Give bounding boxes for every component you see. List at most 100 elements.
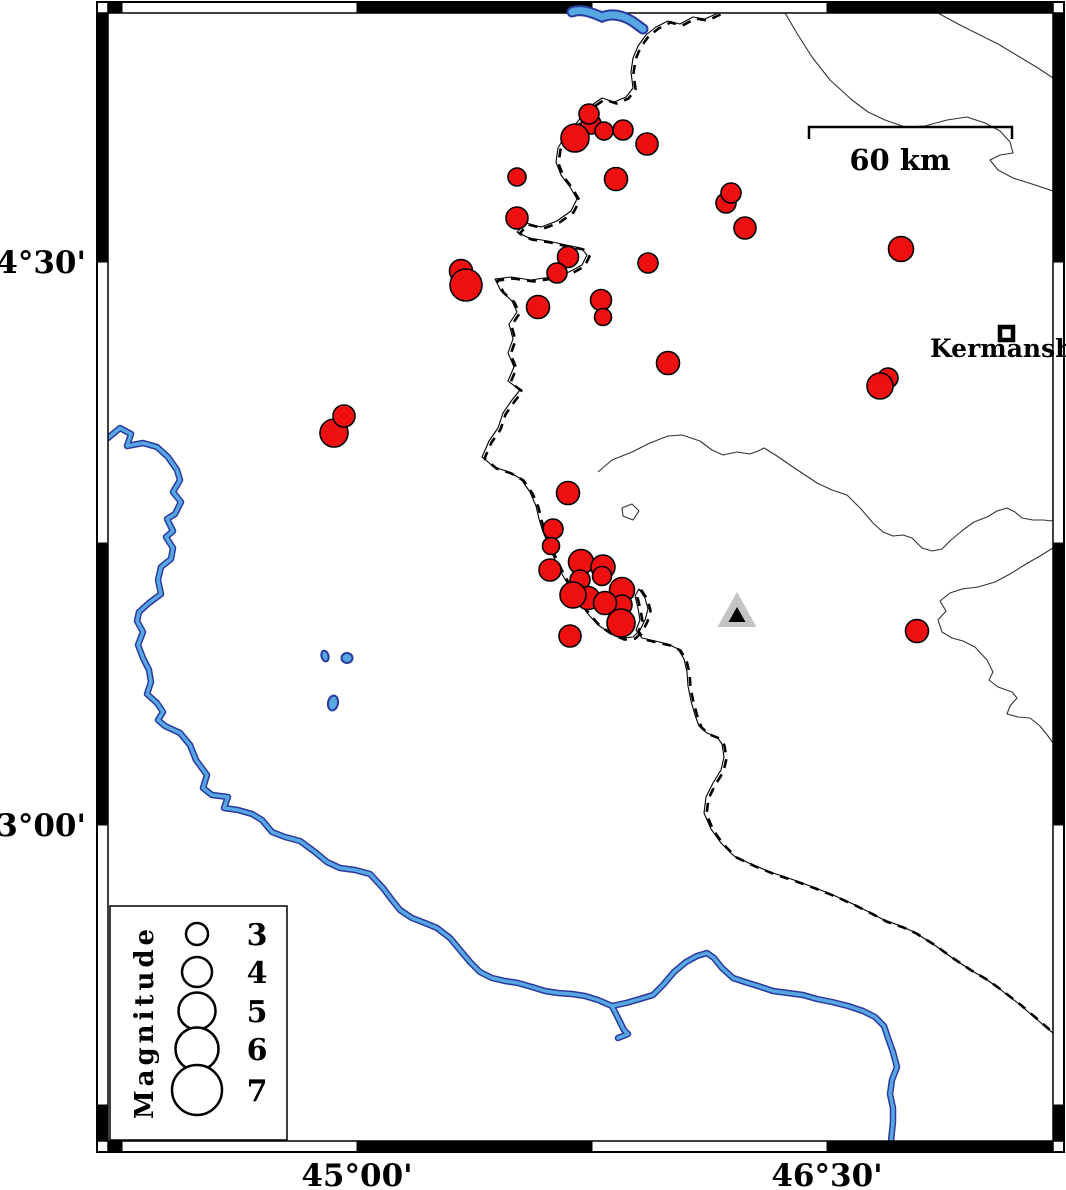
- frame-segment-top: [591, 1, 828, 14]
- border-dashed-line: [483, 13, 1053, 1035]
- triangle-inner: [728, 607, 746, 622]
- epicenter-circle: [887, 235, 915, 263]
- legend-circle: [180, 955, 214, 989]
- river-stub-water: [568, 7, 647, 33]
- frame-segment-left: [96, 261, 109, 544]
- epicenter-circle: [525, 294, 551, 320]
- epicenter-circle: [541, 536, 561, 556]
- scale-bar-line: [807, 125, 1014, 139]
- lake: [320, 649, 330, 663]
- station-triangle: [717, 592, 757, 627]
- epicenter-circle: [603, 166, 629, 192]
- frame-segment-bottom: [591, 1140, 828, 1153]
- magnitude-legend: Magnitude 34 56 7: [109, 905, 288, 1141]
- city-label: Kermanshah: [930, 334, 1066, 363]
- frame-segment-top: [826, 1, 1054, 14]
- epicenter-circle: [507, 167, 527, 187]
- map-frame: [96, 1, 1065, 1153]
- lake: [326, 694, 340, 712]
- frame-segment-left: [96, 542, 109, 826]
- epicenter-circle: [589, 288, 613, 312]
- map-interior: [108, 13, 1053, 1141]
- epicenter-circle: [655, 350, 681, 376]
- river-casing: [608, 949, 901, 1141]
- frame-segment-left: [96, 824, 109, 1106]
- frame-corner: [1052, 1140, 1065, 1153]
- frame-segment-right: [1052, 824, 1065, 1106]
- lat-label-33-00: 33°00': [0, 808, 86, 844]
- lon-label-45-00: 45°00': [301, 1158, 412, 1190]
- frame-segment-bottom: [356, 1140, 593, 1153]
- legend-magnitude-number: 3: [247, 918, 268, 953]
- frame-segment-left: [96, 1104, 109, 1142]
- lon-label-46-30: 46°30': [771, 1158, 882, 1190]
- epicenter-circle: [555, 480, 581, 506]
- frame-segment-top: [107, 1, 123, 14]
- city-square-marker: [997, 324, 1016, 343]
- epicenter-circle: [720, 182, 742, 204]
- legend-items: 34 56 7: [170, 918, 268, 1117]
- legend-circle: [170, 1063, 224, 1117]
- frame-segment-right: [1052, 542, 1065, 826]
- epicenter-circle: [578, 103, 600, 125]
- legend-magnitude-number: 5: [247, 995, 268, 1030]
- epicenter-circle: [505, 206, 529, 230]
- admin-line: [937, 13, 1053, 79]
- earthquake-epicenters: [319, 103, 930, 648]
- frame-corner: [96, 1140, 109, 1153]
- epicenter-circle: [559, 581, 587, 609]
- legend-magnitude-number: 7: [247, 1074, 268, 1109]
- admin-line: [621, 503, 640, 521]
- river-top-stub: [566, 5, 649, 35]
- frame-segment-right: [1052, 12, 1065, 263]
- frame-corner: [1052, 1, 1065, 14]
- river-water: [610, 951, 899, 1141]
- frame-segment-bottom: [121, 1140, 358, 1153]
- legend-magnitude-number: 4: [247, 956, 268, 991]
- admin-line: [784, 13, 1053, 192]
- frame-segment-left: [96, 12, 109, 263]
- river-water: [108, 426, 614, 1008]
- frame-segment-bottom: [826, 1140, 1054, 1153]
- legend-magnitude-number: 6: [247, 1033, 268, 1068]
- epicenter-circle: [904, 618, 930, 644]
- epicenter-circle: [538, 558, 562, 582]
- epicenter-circle: [591, 565, 613, 587]
- city-kermanshah: Kermanshah: [930, 324, 1066, 363]
- legend-circle: [177, 991, 217, 1031]
- legend-circle: [184, 921, 210, 947]
- river: [108, 424, 901, 1141]
- scale-bar: 60 km: [807, 125, 1014, 177]
- scale-bar-label: 60 km: [849, 143, 951, 177]
- epicenter-circle: [546, 262, 568, 284]
- frame-segment-right: [1052, 1104, 1065, 1142]
- epicenter-circle: [612, 119, 634, 141]
- frame-outer-rect: [96, 1, 1065, 1153]
- epicenter-circle: [866, 372, 894, 400]
- international-border: [481, 13, 1053, 1035]
- frame-segment-top: [356, 1, 593, 14]
- lat-label-34-30: 34°30': [0, 245, 86, 281]
- epicenter-circle: [594, 121, 614, 141]
- epicenter-circle: [635, 132, 659, 156]
- epicenter-circle: [593, 307, 613, 327]
- admin-boundary-lines: [597, 13, 1053, 745]
- river-water: [610, 1004, 630, 1040]
- lakes: [320, 649, 354, 712]
- frame-segment-top: [121, 1, 358, 14]
- epicenter-circle: [560, 123, 590, 153]
- frame-segment-right: [1052, 261, 1065, 544]
- epicenter-circle: [542, 518, 564, 540]
- epicenter-circle: [558, 624, 582, 648]
- epicenter-circle: [449, 268, 483, 302]
- epicenter-circle: [556, 245, 580, 269]
- frame-segment-bottom: [107, 1140, 123, 1153]
- epicenter-circle: [592, 590, 618, 616]
- epicenter-circle: [606, 608, 636, 638]
- admin-line: [597, 434, 1053, 552]
- epicenter-circle: [637, 252, 659, 274]
- border-solid-line: [481, 13, 1053, 1034]
- admin-line: [937, 547, 1053, 745]
- lake: [340, 652, 354, 664]
